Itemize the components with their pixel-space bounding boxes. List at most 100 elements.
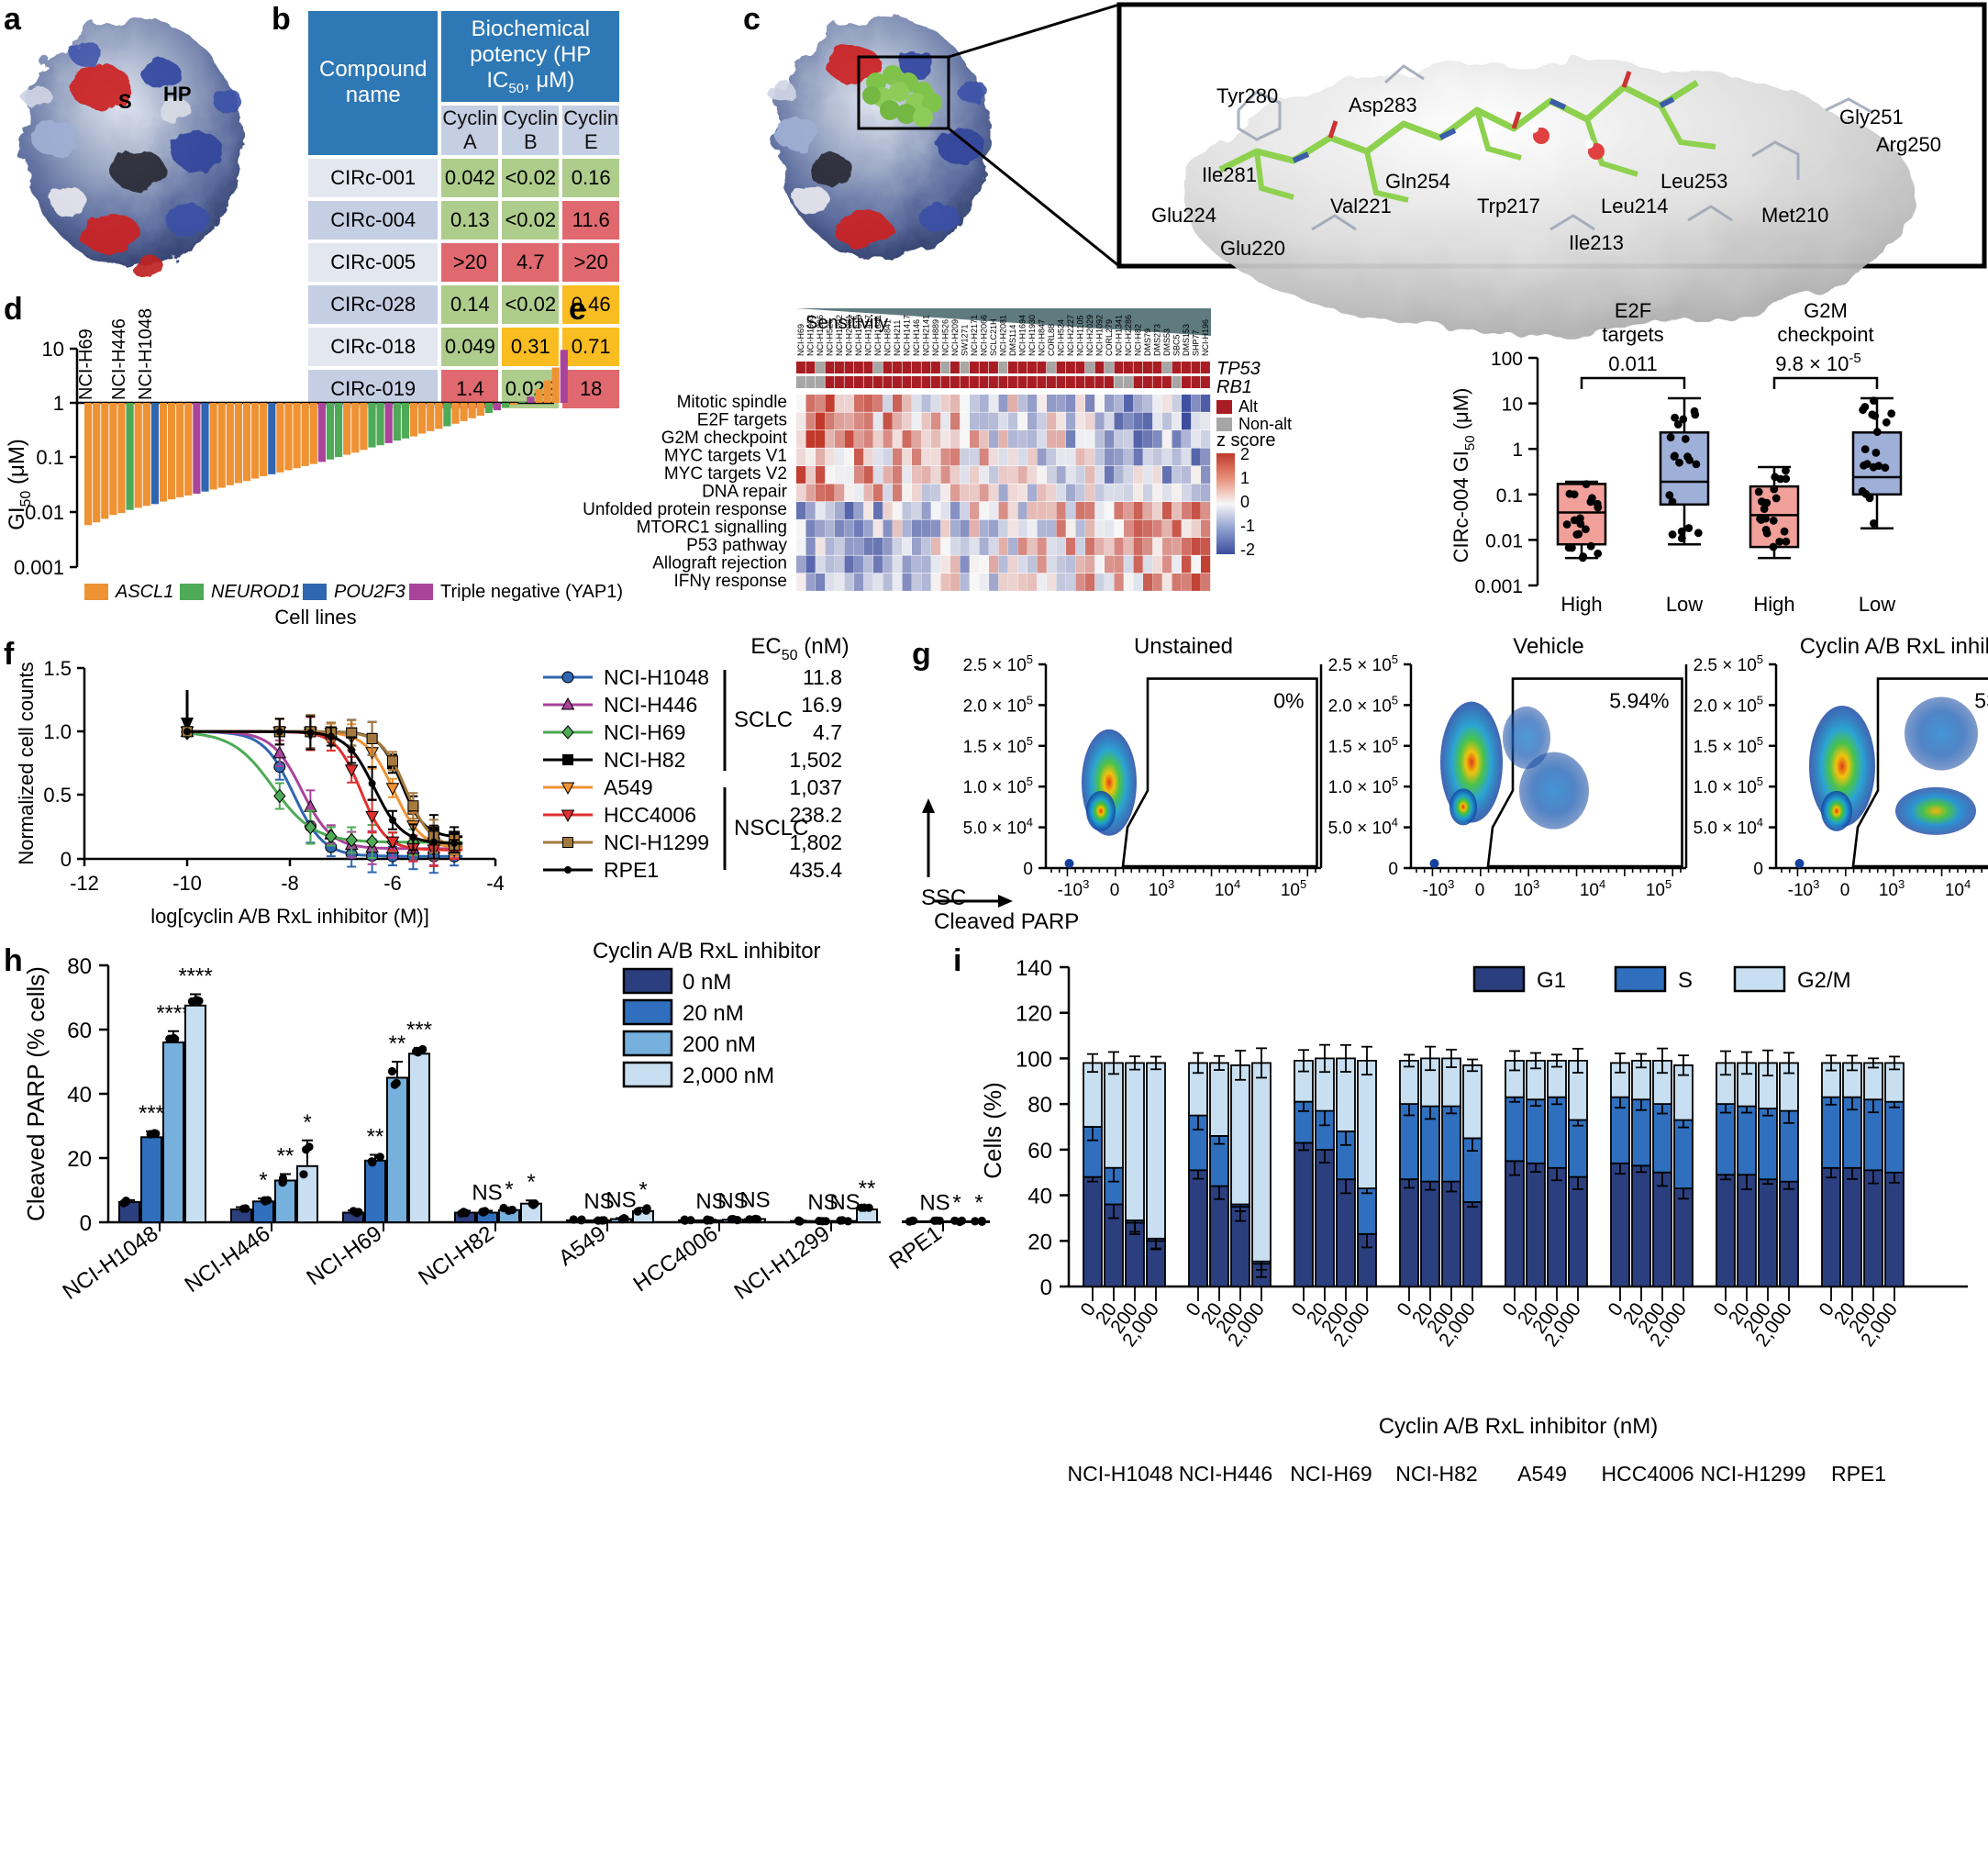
f-dose-response-curves bbox=[180, 714, 463, 874]
e-heatmap-cell bbox=[844, 395, 854, 412]
h-legend-label-2000nm: 2,000 nM bbox=[683, 1064, 774, 1088]
table-header-cyclin-b: Cyclin B bbox=[502, 105, 560, 155]
e-tp53-cell bbox=[1152, 362, 1162, 373]
e-heatmap-cell bbox=[1114, 538, 1124, 555]
table-header-potency: Biochemical potency (HP IC50, μM) bbox=[441, 11, 620, 102]
f-marker bbox=[407, 800, 419, 812]
e-tp53-cell bbox=[1047, 362, 1056, 373]
e-heatmap-cell bbox=[825, 395, 835, 412]
h-data-point bbox=[457, 1209, 466, 1218]
i-stack-segment bbox=[1441, 1105, 1461, 1183]
g-ytick-label: 1.0 × 105 bbox=[1328, 774, 1398, 797]
e-heatmap-cell bbox=[902, 484, 912, 502]
e-tp53-cell bbox=[825, 362, 835, 373]
d-ytick-001: 0.01 bbox=[25, 501, 64, 524]
e-heatmap-cell bbox=[1008, 395, 1018, 412]
e-heatmap-cell bbox=[921, 448, 931, 466]
i-stack-segment bbox=[1146, 1062, 1166, 1240]
g-xtick-label: 0 bbox=[1475, 881, 1485, 900]
f-marker bbox=[561, 696, 575, 710]
e-heatmap-cell bbox=[1182, 555, 1192, 574]
e-heatmap-cell bbox=[1133, 502, 1143, 519]
e-heatmap-cell bbox=[1172, 538, 1182, 555]
e-rb1-cell bbox=[960, 376, 970, 388]
e-heatmap-cell bbox=[1085, 519, 1095, 538]
e-heatmap-cell bbox=[1037, 484, 1047, 502]
h-significance: **** bbox=[178, 964, 212, 989]
e-heatmap-cell bbox=[912, 466, 922, 484]
f-xtick--4: -4 bbox=[486, 872, 505, 895]
e-heatmap-cell bbox=[1201, 430, 1211, 448]
i-y-axis-label: Cells (%) bbox=[979, 1082, 1006, 1178]
h-significance: ** bbox=[277, 1144, 294, 1169]
f-xtick--8: -8 bbox=[281, 872, 299, 895]
e-rb1-cell bbox=[1008, 376, 1017, 388]
e-heatmap-cell bbox=[805, 555, 816, 574]
h-data-point bbox=[368, 1158, 377, 1167]
e-heatmap-cell bbox=[873, 502, 883, 519]
e-heatmap-cell bbox=[998, 430, 1008, 448]
e-heatmap-cell bbox=[893, 519, 903, 538]
e-cellline-label: NCI-H146 bbox=[912, 319, 921, 356]
e-cellline-label: NCI-H1694 bbox=[1018, 315, 1027, 356]
e-heatmap-cell bbox=[1124, 538, 1134, 555]
e-bracket-g2m bbox=[1772, 376, 1879, 389]
d-bar bbox=[317, 403, 326, 462]
e-rb1-cell bbox=[1124, 376, 1133, 388]
e-heatmap-cell bbox=[950, 448, 961, 466]
f-ec50-value: 435.4 bbox=[789, 858, 842, 882]
i-category-labels: NCI-H1048 NCI-H446 NCI-H69 NCI-H82 A549 HCC40… bbox=[1067, 1462, 1886, 1486]
e-heatmap-cell bbox=[1201, 412, 1211, 430]
d-bar bbox=[551, 367, 560, 403]
compound-header-line1: Compound bbox=[319, 57, 428, 83]
e-heatmap-cell bbox=[863, 412, 873, 430]
h-bar bbox=[386, 1076, 408, 1223]
f-x-axis-label: log[cyclin A/B RxL inhibitor (M)] bbox=[150, 905, 429, 928]
e-heatmap-cell bbox=[1066, 502, 1076, 519]
e-rb1-cell bbox=[873, 376, 883, 388]
e-cellline-label: NCI-H889 bbox=[931, 319, 940, 356]
e-heatmap-cell bbox=[1143, 555, 1153, 574]
e-heatmap-cell bbox=[1114, 484, 1124, 502]
e-heatmap-cell bbox=[1047, 395, 1057, 412]
i-legend-swatch-s bbox=[1614, 965, 1667, 993]
d-bar bbox=[393, 403, 401, 441]
e-heatmap-cell bbox=[883, 466, 893, 484]
e-tp53-cell bbox=[1162, 362, 1172, 373]
e-box-ytick-label: 0.1 bbox=[1496, 485, 1523, 507]
e-box-ytick-label: 1 bbox=[1512, 440, 1523, 461]
d-bar bbox=[251, 403, 260, 479]
e-heatmap-cell bbox=[796, 395, 806, 412]
f-ec50-value: 238.2 bbox=[789, 803, 842, 827]
e-heatmap-cell bbox=[950, 519, 961, 538]
e-tp53-cell bbox=[1075, 362, 1085, 373]
e-data-point bbox=[1769, 542, 1778, 551]
f-ytick-05: 0.5 bbox=[43, 784, 72, 807]
cell-value: 18 bbox=[562, 369, 620, 408]
e-heatmap-cell bbox=[805, 395, 816, 412]
e-tp53-cell bbox=[931, 362, 940, 373]
e-heatmap-cell bbox=[835, 555, 845, 574]
e-box-title-g2m-1: G2M bbox=[1804, 299, 1848, 322]
h-data-point bbox=[599, 1216, 608, 1225]
e-data-point bbox=[1673, 420, 1683, 429]
i-stack-segment bbox=[1547, 1166, 1567, 1287]
panel-f: f 1.5 1.0 0.5 0 Normalized cell counts -… bbox=[0, 633, 908, 936]
f-group-label-nsclc: NSCLC bbox=[734, 816, 808, 841]
e-heatmap-cell bbox=[1201, 555, 1211, 574]
e-data-point bbox=[1568, 543, 1576, 552]
g-xtick-label: 0 bbox=[1110, 881, 1120, 900]
residue-label-leu214: Leu214 bbox=[1601, 195, 1668, 217]
e-zscore-tick-1: 1 bbox=[1240, 469, 1249, 487]
e-heatmap-cell bbox=[816, 412, 826, 430]
e-heatmap-cell bbox=[816, 448, 826, 466]
e-heatmap-cell bbox=[1047, 538, 1057, 555]
e-rb1-cell bbox=[883, 376, 893, 388]
g-flow-plots: Unstained 2.5 × 105 2.0 × 105 1.5 × 105 1.0 … bbox=[963, 634, 1988, 900]
cell-value: >20 bbox=[441, 242, 499, 282]
e-heatmap-cell bbox=[1056, 466, 1066, 484]
e-heatmap-cell bbox=[1094, 430, 1105, 448]
e-heatmap-cell bbox=[844, 519, 854, 538]
h-data-point bbox=[354, 1208, 363, 1217]
